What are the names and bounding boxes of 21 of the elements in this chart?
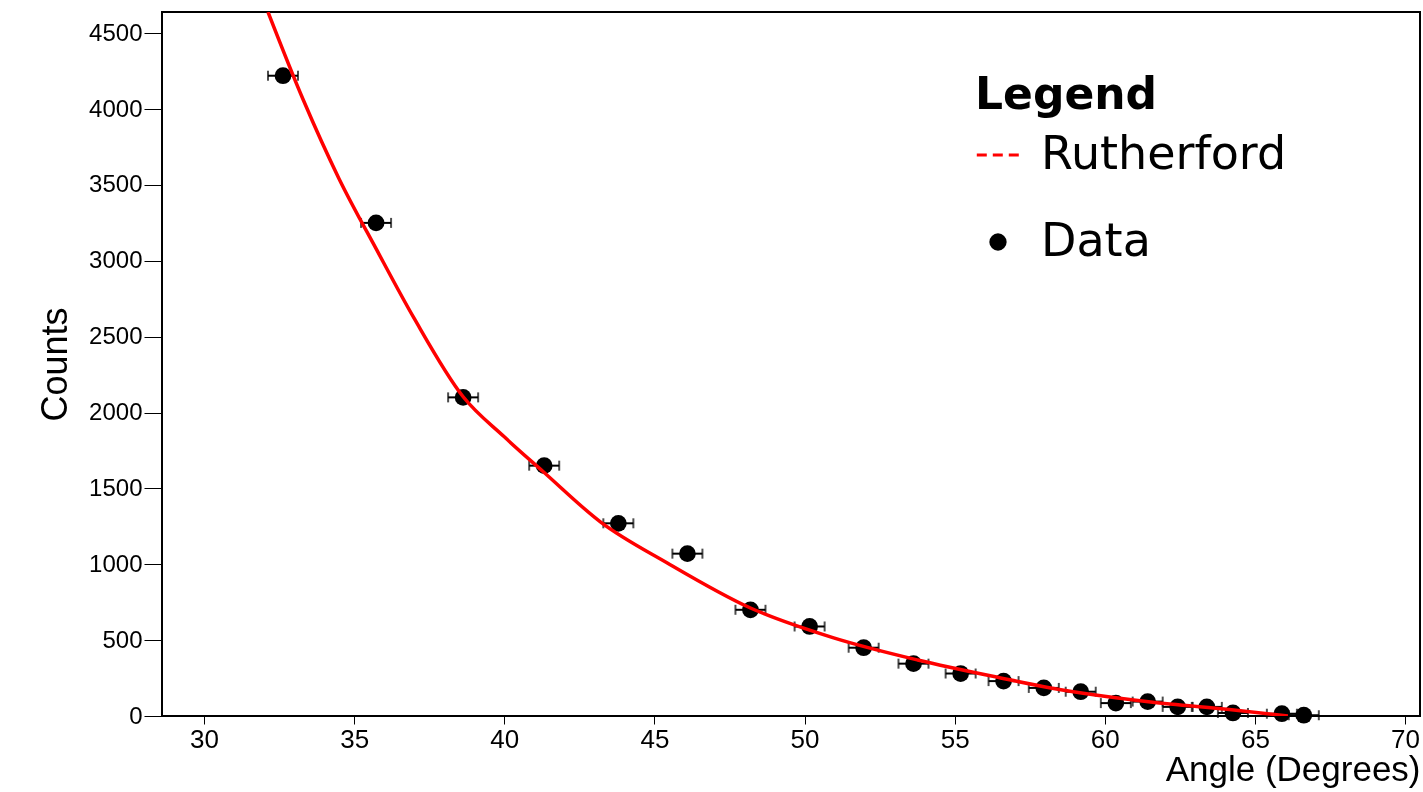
- y-tick-label: 2000: [89, 398, 143, 426]
- y-tick-label: 1000: [89, 549, 143, 577]
- y-tick-label: 3000: [89, 246, 143, 274]
- y-tick-label: 2500: [89, 322, 143, 350]
- legend-label: Data: [1041, 213, 1151, 267]
- x-tick-label: 60: [1090, 723, 1120, 754]
- x-tick-label: 40: [490, 723, 520, 754]
- x-tick-label: 50: [790, 723, 820, 754]
- y-tick-label: 1500: [89, 473, 143, 501]
- y-tick-label: 0: [129, 701, 143, 729]
- x-tick-label: 35: [340, 723, 370, 754]
- x-tick-label: 55: [940, 723, 970, 754]
- y-tick-label: 4500: [89, 18, 143, 46]
- legend-label: Rutherford: [1041, 126, 1287, 180]
- x-tick-label: 30: [190, 723, 219, 754]
- y-tick-label: 4000: [89, 94, 143, 122]
- y-tick-label: 500: [102, 625, 143, 653]
- y-axis-title: Counts: [34, 307, 76, 422]
- x-tick-label: 45: [640, 723, 670, 754]
- y-tick-label: 3500: [89, 170, 143, 198]
- legend-title: Legend: [975, 68, 1158, 119]
